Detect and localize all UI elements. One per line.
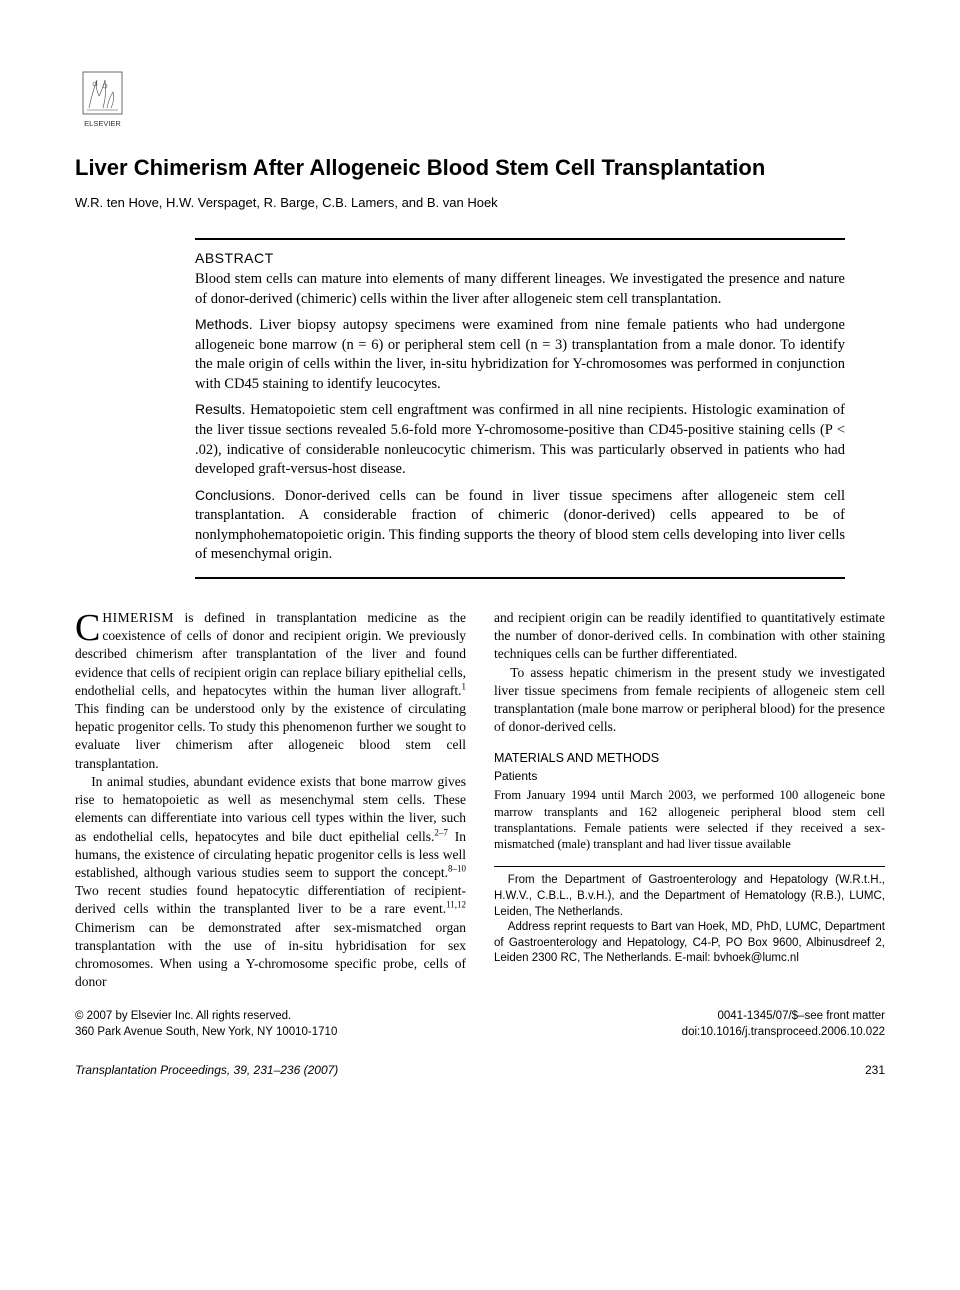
ref-2-7: 2–7 (434, 827, 448, 837)
body-p2-c: Two recent studies found hepatocytic dif… (75, 883, 466, 916)
column-right: and recipient origin can be readily iden… (494, 609, 885, 992)
materials-methods-heading: MATERIALS AND METHODS (494, 750, 885, 767)
copyright-left: © 2007 by Elsevier Inc. All rights reser… (75, 1009, 337, 1040)
doi-line: doi:10.1016/j.transproceed.2006.10.022 (682, 1025, 885, 1041)
ref-1: 1 (462, 681, 467, 691)
copyright-footer: © 2007 by Elsevier Inc. All rights reser… (75, 1009, 885, 1040)
body-p2-a: In animal studies, abundant evidence exi… (75, 774, 466, 844)
journal-footer: Transplantation Proceedings, 39, 231–236… (75, 1063, 885, 1077)
abstract-methods: Methods. Liver biopsy autopsy specimens … (195, 315, 845, 394)
body-p3: and recipient origin can be readily iden… (494, 609, 885, 664)
copyright-line1: © 2007 by Elsevier Inc. All rights reser… (75, 1009, 337, 1025)
copyright-line2: 360 Park Avenue South, New York, NY 1001… (75, 1025, 337, 1041)
affiliation-box: From the Department of Gastroenterology … (494, 866, 885, 966)
methods-text: From January 1994 until March 2003, we p… (494, 787, 885, 852)
issn-line: 0041-1345/07/$–see front matter (682, 1009, 885, 1025)
body-p1-tail: This finding can be understood only by t… (75, 701, 466, 771)
journal-citation: Transplantation Proceedings, 39, 231–236… (75, 1063, 338, 1077)
dropcap: C (75, 609, 102, 644)
copyright-right: 0041-1345/07/$–see front matter doi:10.1… (682, 1009, 885, 1040)
article-title: Liver Chimerism After Allogeneic Blood S… (75, 155, 885, 181)
abstract-results-text: Hematopoietic stem cell engraftment was … (195, 402, 845, 477)
first-word: HIMERISM (102, 610, 174, 625)
ref-11-12: 11,12 (446, 900, 466, 910)
page-number: 231 (865, 1063, 885, 1077)
abstract-results-label: Results. (195, 401, 246, 417)
body-p2-d: Chimerism can be demonstrated after sex-… (75, 920, 466, 990)
authors-line: W.R. ten Hove, H.W. Verspaget, R. Barge,… (75, 195, 885, 210)
abstract-methods-label: Methods. (195, 316, 253, 332)
body-columns: CHIMERISM is defined in transplantation … (75, 609, 885, 992)
abstract-methods-text: Liver biopsy autopsy specimens were exam… (195, 317, 845, 392)
body-p2: In animal studies, abundant evidence exi… (75, 773, 466, 992)
reprint-address: Address reprint requests to Bart van Hoe… (494, 920, 885, 967)
affiliation-dept: From the Department of Gastroenterology … (494, 873, 885, 920)
publisher-name-text: ELSEVIER (84, 119, 121, 128)
abstract-block: ABSTRACT Blood stem cells can mature int… (195, 238, 845, 579)
abstract-conclusions-label: Conclusions. (195, 487, 275, 503)
publisher-logo: ELSEVIER (75, 70, 130, 130)
patients-heading: Patients (494, 768, 885, 784)
abstract-conclusions-text: Donor-derived cells can be found in live… (195, 488, 845, 563)
abstract-heading: ABSTRACT (195, 250, 845, 266)
abstract-conclusions: Conclusions. Donor-derived cells can be … (195, 486, 845, 565)
column-left: CHIMERISM is defined in transplantation … (75, 609, 466, 992)
body-p1: CHIMERISM is defined in transplantation … (75, 609, 466, 773)
body-p4: To assess hepatic chimerism in the prese… (494, 664, 885, 737)
ref-8-10: 8–10 (448, 863, 466, 873)
abstract-results: Results. Hematopoietic stem cell engraft… (195, 400, 845, 479)
abstract-intro: Blood stem cells can mature into element… (195, 270, 845, 309)
